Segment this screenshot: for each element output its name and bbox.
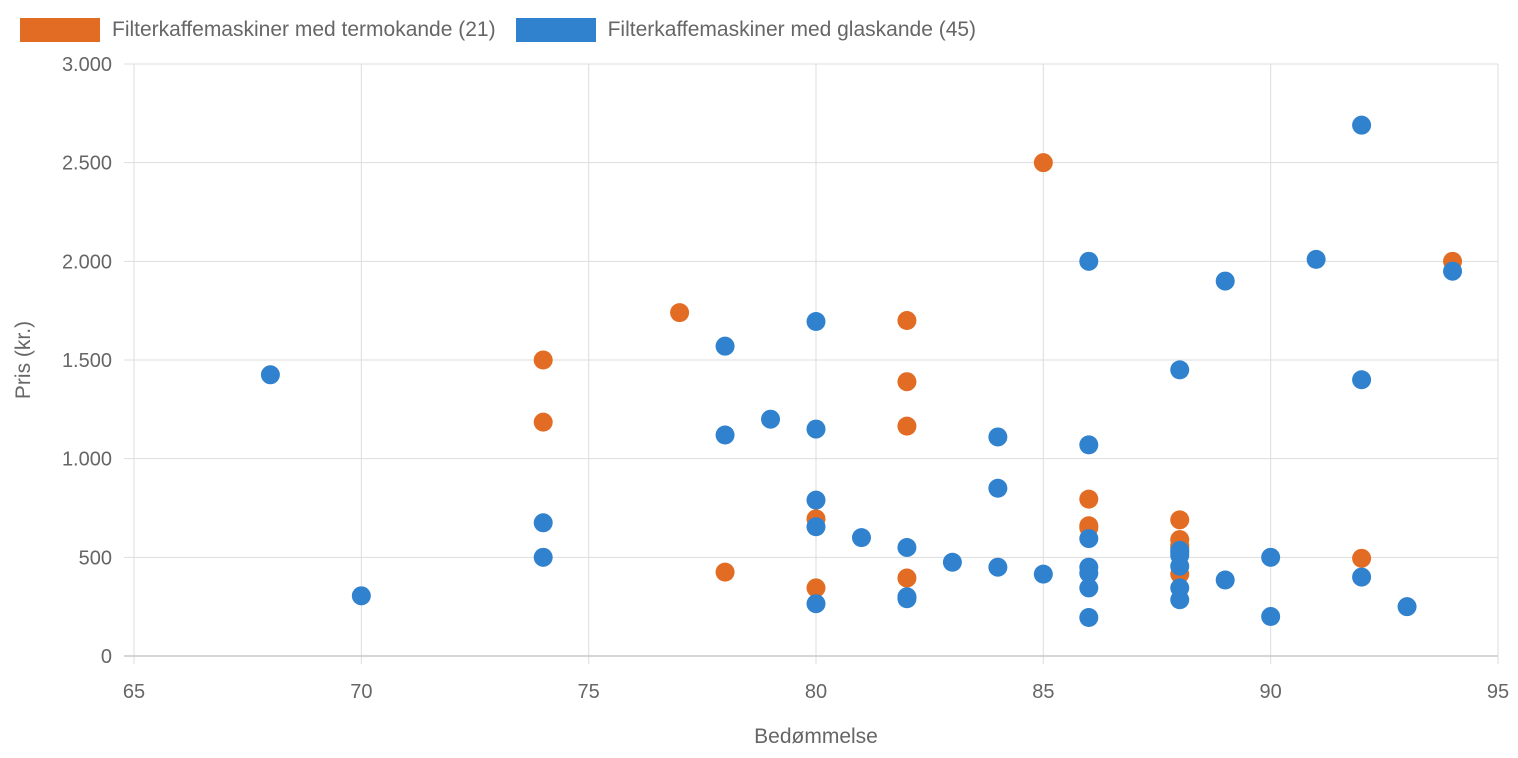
legend-item-glaskande[interactable]: Filterkaffemaskiner med glaskande (45) (515, 18, 977, 42)
point-glaskande[interactable] (1079, 251, 1099, 271)
x-axis-title: Bedømmelse (754, 725, 878, 748)
point-termokande[interactable] (1033, 153, 1053, 173)
point-glaskande[interactable] (942, 552, 962, 572)
point-glaskande[interactable] (806, 419, 826, 439)
legend-label-glaskande: Filterkaffemaskiner med glaskande (45) (607, 18, 977, 41)
point-glaskande[interactable] (1170, 545, 1190, 565)
point-glaskande[interactable] (806, 490, 826, 510)
point-glaskande[interactable] (1079, 578, 1099, 598)
point-glaskande[interactable] (806, 517, 826, 537)
tick-labels: 65 70 75 80 85 90 95 0 500 1.000 1.500 2.000 2.500 3.… (62, 54, 1509, 703)
point-glaskande[interactable] (761, 409, 781, 429)
point-glaskande[interactable] (1215, 570, 1235, 590)
point-termokande[interactable] (897, 568, 917, 588)
point-glaskande[interactable] (851, 528, 871, 548)
x-tick-label: 75 (578, 681, 600, 703)
point-termokande[interactable] (1170, 510, 1190, 530)
y-tick-label: 1.500 (62, 350, 112, 372)
point-glaskande[interactable] (1261, 547, 1281, 567)
y-tick-label: 1.000 (62, 449, 112, 471)
point-glaskande[interactable] (1079, 608, 1099, 628)
point-glaskande[interactable] (533, 513, 553, 533)
point-termokande[interactable] (1079, 489, 1099, 509)
point-termokande[interactable] (897, 311, 917, 331)
point-glaskande[interactable] (715, 425, 735, 445)
x-tick-label: 95 (1487, 681, 1509, 703)
legend-item-termokande[interactable]: Filterkaffemaskiner med termokande (21) (20, 18, 496, 42)
x-tick-label: 80 (805, 681, 827, 703)
x-tick-label: 85 (1032, 681, 1054, 703)
y-tick-label: 500 (79, 547, 112, 569)
point-glaskande[interactable] (1443, 261, 1463, 281)
y-tick-label: 0 (101, 646, 112, 668)
point-termokande[interactable] (806, 578, 826, 598)
point-glaskande[interactable] (715, 336, 735, 356)
point-glaskande[interactable] (1079, 435, 1099, 455)
chart-legend: Filterkaffemaskiner med termokande (21) … (20, 18, 996, 42)
data-points (260, 115, 1463, 628)
point-termokande[interactable] (897, 416, 917, 436)
point-glaskande[interactable] (1170, 590, 1190, 610)
point-termokande[interactable] (533, 350, 553, 370)
point-glaskande[interactable] (806, 312, 826, 332)
point-glaskande[interactable] (1079, 529, 1099, 549)
point-termokande[interactable] (670, 303, 690, 323)
legend-label-termokande: Filterkaffemaskiner med termokande (21) (112, 18, 496, 41)
grid-lines (124, 63, 1499, 664)
point-glaskande[interactable] (533, 547, 553, 567)
legend-swatch-glaskande (515, 18, 596, 42)
point-glaskande[interactable] (988, 557, 1008, 577)
point-termokande[interactable] (1352, 548, 1372, 568)
point-glaskande[interactable] (1261, 607, 1281, 627)
y-tick-label: 2.500 (62, 153, 112, 175)
point-glaskande[interactable] (1352, 115, 1372, 135)
point-termokande[interactable] (897, 372, 917, 392)
point-glaskande[interactable] (1079, 563, 1099, 583)
point-glaskande[interactable] (897, 589, 917, 609)
point-glaskande[interactable] (988, 427, 1008, 447)
point-termokande[interactable] (533, 412, 553, 432)
point-glaskande[interactable] (1306, 249, 1326, 269)
x-tick-label: 65 (123, 681, 145, 703)
point-glaskande[interactable] (1033, 564, 1053, 584)
y-tick-label: 2.000 (62, 251, 112, 273)
point-glaskande[interactable] (1215, 271, 1235, 291)
point-glaskande[interactable] (897, 537, 917, 557)
y-axis-title: Pris (kr.) (12, 321, 35, 399)
point-glaskande[interactable] (1397, 597, 1417, 617)
point-glaskande[interactable] (1352, 567, 1372, 587)
point-glaskande[interactable] (1170, 360, 1190, 380)
point-glaskande[interactable] (988, 478, 1008, 498)
y-tick-label: 3.000 (62, 54, 112, 76)
point-glaskande[interactable] (351, 586, 371, 606)
point-termokande[interactable] (715, 562, 735, 582)
legend-swatch-termokande (20, 18, 100, 42)
x-tick-label: 90 (1260, 681, 1282, 703)
x-tick-label: 70 (350, 681, 372, 703)
point-glaskande[interactable] (260, 365, 280, 385)
point-glaskande[interactable] (1352, 370, 1372, 390)
point-glaskande[interactable] (806, 594, 826, 614)
